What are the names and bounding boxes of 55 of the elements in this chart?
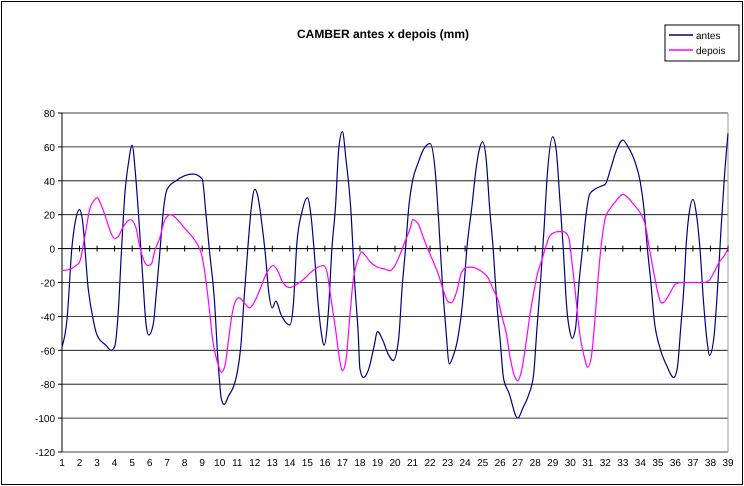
x-tick-label: 4 <box>112 458 118 469</box>
x-tick-label: 9 <box>199 458 206 469</box>
x-tick-label: 39 <box>722 458 734 469</box>
legend-label: depois <box>696 46 726 57</box>
x-tick-label: 6 <box>146 458 153 469</box>
x-tick-label: 20 <box>389 458 401 469</box>
x-tick-label: 1 <box>59 458 66 469</box>
x-tick-label: 23 <box>442 458 454 469</box>
x-tick-label: 12 <box>249 458 261 469</box>
x-tick-label: 3 <box>94 458 100 469</box>
x-tick-label: 2 <box>76 458 83 469</box>
y-tick-label: 0 <box>49 244 56 256</box>
x-tick-label: 24 <box>460 458 472 469</box>
x-tick-label: 36 <box>670 458 682 469</box>
x-tick-label: 8 <box>182 458 188 469</box>
x-tick-label: 22 <box>424 458 436 469</box>
legend-label: antes <box>696 31 720 42</box>
y-tick-label: -60 <box>40 346 56 358</box>
x-tick-label: 21 <box>406 458 419 469</box>
x-tick-label: 37 <box>687 458 699 469</box>
x-tick-label: 11 <box>232 458 243 469</box>
x-tick-label: 29 <box>547 458 559 469</box>
y-tick-label: -120 <box>34 448 56 459</box>
y-tick-label: -40 <box>40 312 56 324</box>
x-tick-label: 7 <box>164 458 170 469</box>
x-tick-label: 26 <box>494 458 506 469</box>
y-tick-label: -80 <box>40 380 56 392</box>
x-tick-label: 15 <box>302 458 314 469</box>
y-tick-label: 20 <box>44 210 56 222</box>
x-tick-label: 13 <box>266 458 278 469</box>
x-tick-label: 34 <box>634 458 646 469</box>
y-tick-label: 80 <box>44 109 56 120</box>
x-tick-label: 31 <box>582 458 594 469</box>
x-tick-label: 35 <box>652 458 664 469</box>
y-tick-label: -20 <box>40 278 56 290</box>
chart-title: CAMBER antes x depois (mm) <box>296 27 470 41</box>
x-tick-label: 27 <box>512 458 524 469</box>
y-tick-label: -100 <box>34 414 56 426</box>
line-series <box>61 131 729 419</box>
x-tick-label: 19 <box>372 458 384 469</box>
x-tick-label: 30 <box>564 458 576 469</box>
x-tick-label: 25 <box>477 458 489 469</box>
x-tick-label: 5 <box>129 458 136 469</box>
x-tick-label: 17 <box>336 458 348 469</box>
x-tick-label: 38 <box>704 458 716 469</box>
x-tick-label: 14 <box>284 458 296 469</box>
line-series <box>61 194 729 382</box>
x-tick-label: 16 <box>319 458 331 469</box>
x-tick-label: 10 <box>214 458 226 469</box>
x-tick-label: 32 <box>600 458 612 469</box>
y-tick-label: 40 <box>44 176 56 188</box>
y-tick-label: 60 <box>44 142 56 154</box>
x-tick-label: 28 <box>530 458 542 469</box>
x-tick-label: 33 <box>617 458 629 469</box>
x-tick-label: 18 <box>354 458 366 469</box>
